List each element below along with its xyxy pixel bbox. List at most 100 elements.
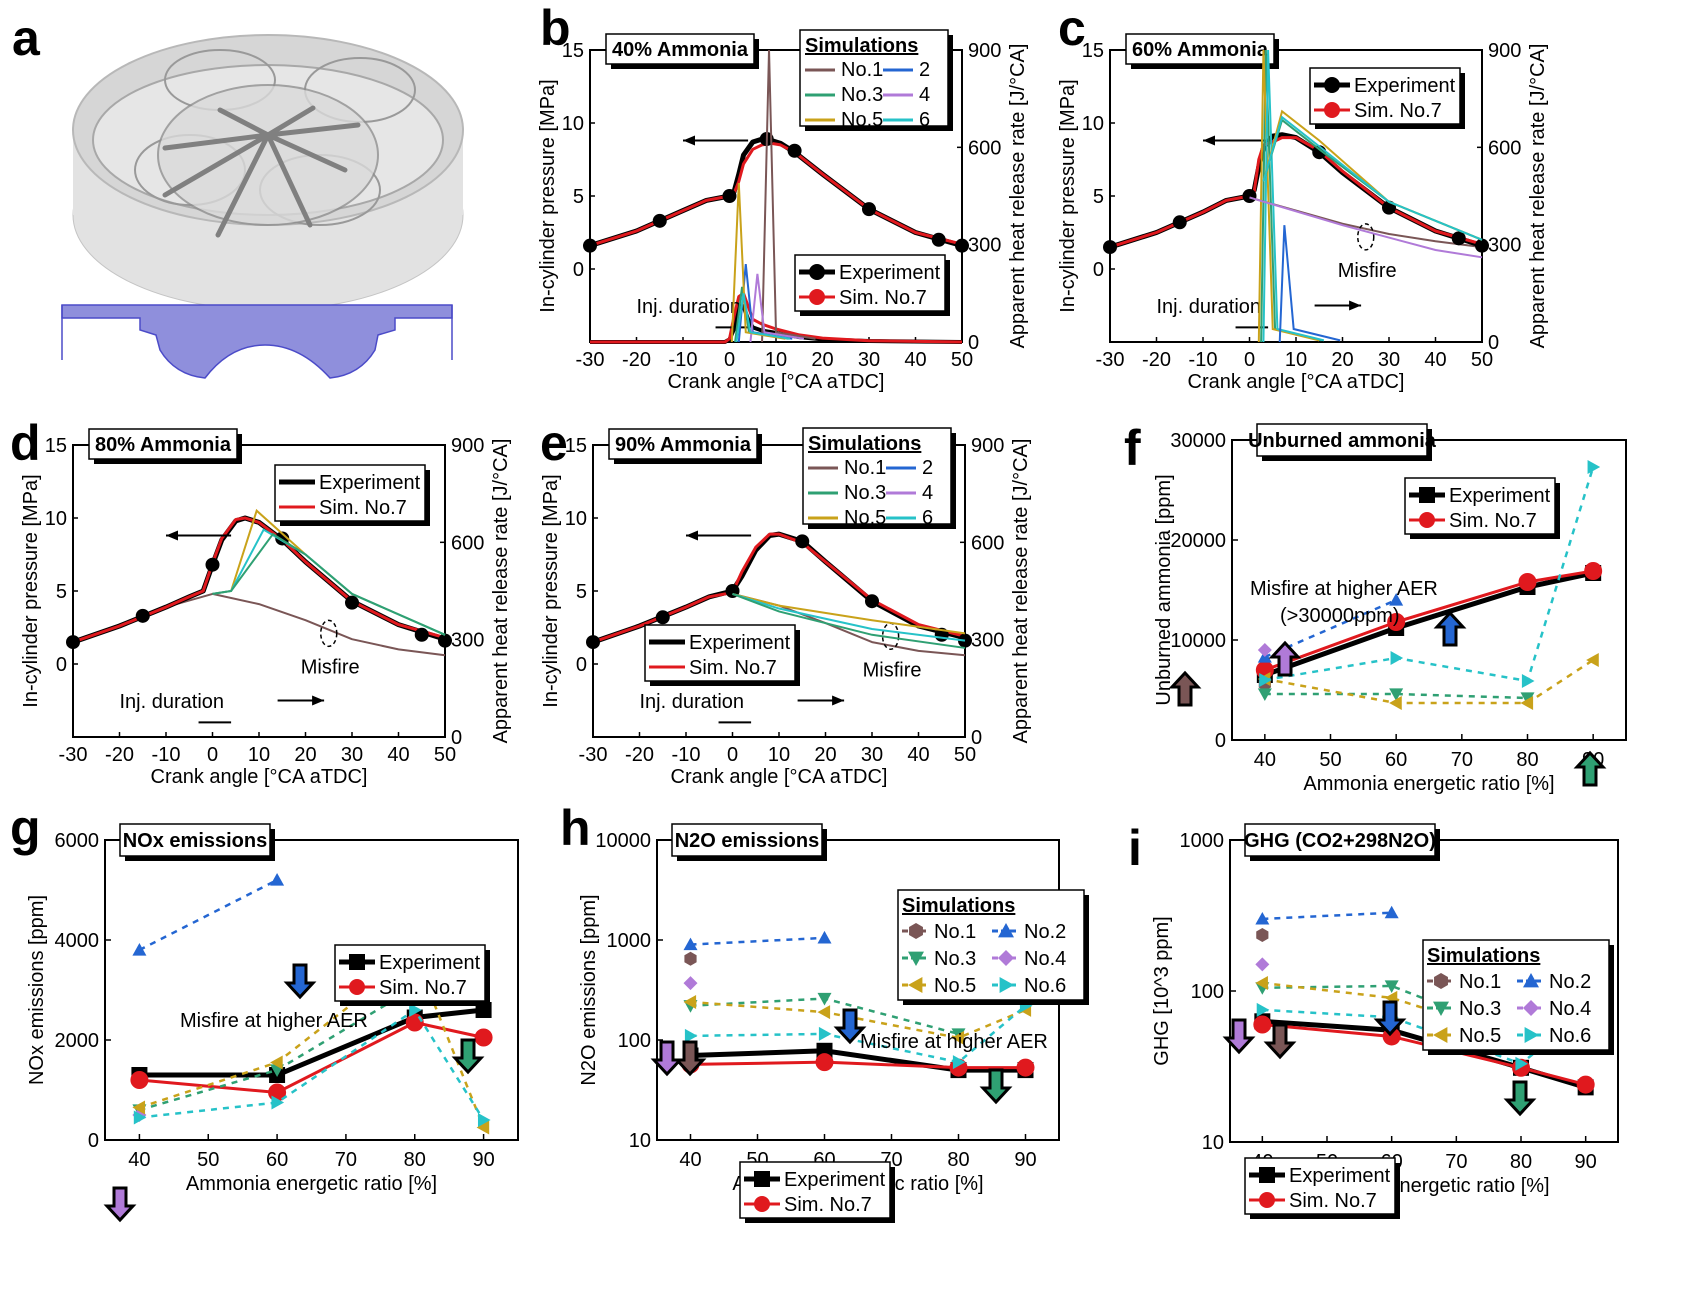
y-axis-label: GHG [10^3 ppm]: [1151, 916, 1173, 1065]
series-line-sim-no-7: [139, 1020, 484, 1095]
y-tick-label: 15: [1082, 40, 1104, 62]
arrow-no2: [1433, 610, 1467, 647]
legend-label-no3: No.3: [1459, 998, 1501, 1020]
data-point-sim-no-7: [474, 1028, 493, 1047]
legend-marker-experiment: [754, 1171, 770, 1187]
title-box: [608, 428, 758, 460]
legend-label-no5: No.5: [934, 975, 976, 997]
data-point-sim-no-7: [1518, 573, 1537, 591]
y-tick-label: 10: [1202, 1132, 1224, 1154]
experiment-marker: [865, 594, 879, 609]
experiment-marker: [1172, 215, 1187, 230]
data-point-no-6: [133, 1110, 147, 1125]
sim-pressure-no3: [732, 592, 966, 649]
legend-label-experiment: Experiment: [689, 632, 791, 654]
data-point-no-6: [271, 1095, 285, 1110]
arrow-no2: [1373, 1000, 1407, 1037]
x-tick-label: 80: [404, 1149, 426, 1171]
y2-tick-label: 0: [1488, 332, 1499, 354]
title-box: [88, 428, 238, 460]
panel-e: e-30 -20 -10 0 10 20 30 40 500510150300600900Cra…: [540, 415, 1032, 788]
sim-hrr-no1: [761, 49, 816, 343]
y-tick-label: 10: [562, 113, 584, 135]
data-point-no-6: [952, 1055, 966, 1070]
legend-label-no5: No.5: [1459, 1025, 1501, 1047]
data-point-no-1: [684, 951, 697, 966]
data-point-no-5: [1586, 653, 1599, 667]
data-point-sim-no-7: [1584, 562, 1603, 580]
sim-pressure-no6: [1262, 115, 1483, 241]
legend-marker-sim7: [349, 979, 365, 995]
data-point-sim-no-7: [1576, 1075, 1595, 1094]
y-tick-label: 2000: [55, 1030, 100, 1052]
y-tick-label: 0: [573, 259, 584, 281]
data-point-no-6: [409, 1003, 422, 1017]
legend-label-sim7: Sim. No.7: [1449, 510, 1537, 532]
data-point-no-3: [1389, 688, 1404, 701]
experiment-marker: [787, 143, 802, 158]
panel-f: f4050607080900100002000030000Ammonia ene…: [1124, 420, 1627, 795]
x-axis-label: Crank angle [°CA aTDC]: [151, 766, 368, 788]
legend-label-no1: No.1: [841, 59, 883, 81]
legend-label-no4: 4: [922, 482, 933, 504]
experiment-marker: [66, 635, 80, 650]
data-point-no-5: [951, 1030, 965, 1045]
legend-marker-sim7: [1324, 102, 1340, 118]
legend-label-experiment: Experiment: [784, 1169, 886, 1191]
x-tick-label: 10: [1285, 349, 1307, 371]
arrow-no3: [1503, 1080, 1537, 1117]
series-line-no-2: [138, 878, 278, 952]
panel-letter-i: i: [1128, 820, 1142, 876]
legend-label-no6: No.6: [1549, 1025, 1591, 1047]
y-tick-label: 6000: [55, 830, 100, 852]
data-point-no-5: [817, 1005, 831, 1020]
legend-label-no4: 4: [919, 84, 930, 106]
y-axis-label: NOx emissions [ppm]: [26, 895, 48, 1085]
y-tick-label: 0: [1215, 730, 1226, 752]
y-tick-label: 10: [45, 508, 67, 530]
data-point-no-6: [1587, 460, 1601, 474]
legend-label-no6: 6: [922, 507, 933, 529]
data-point-sim-no-7: [815, 1053, 834, 1072]
experiment-pressure-line: [589, 136, 963, 249]
y2-axis-label: Apparent heat release rate [J/°CA]: [1007, 44, 1029, 349]
y-tick-label: 5: [56, 581, 67, 603]
y2-tick-label: 0: [451, 727, 462, 749]
x-tick-label: 0: [207, 744, 218, 766]
sim-hrr-no6: [1262, 49, 1325, 343]
exp-legend: [644, 624, 796, 682]
x-tick-label: 40: [1424, 349, 1446, 371]
legend-marker-experiment: [809, 264, 825, 280]
title-box: [1244, 823, 1436, 857]
panel-c: c-30 -20 -10 0 10 20 30 40 500510150300600900Cra…: [1057, 0, 1549, 393]
title-box: [119, 823, 271, 857]
data-point-no-2: [270, 873, 285, 886]
experiment-marker: [862, 202, 876, 217]
x-tick-label: -10: [672, 744, 701, 766]
title-box: [1256, 423, 1428, 457]
y2-tick-label: 600: [968, 137, 1001, 159]
x-tick-label: 20: [811, 349, 833, 371]
sim7-pressure-line: [589, 141, 963, 248]
y-tick-label: 15: [45, 435, 67, 457]
data-point-no-5: [132, 1100, 146, 1115]
y2-tick-label: 300: [968, 235, 1001, 257]
data-point-no-5: [1389, 696, 1402, 710]
legend-marker-no1: [909, 923, 923, 939]
legend-label-sim7: Sim. No.7: [784, 1194, 872, 1216]
experiment-marker: [345, 595, 359, 610]
y2-tick-label: 600: [1488, 137, 1521, 159]
inj-duration-label: Inj. duration: [1157, 296, 1262, 318]
panel-letter-f: f: [1124, 420, 1141, 476]
legend-label-no1: No.1: [844, 457, 886, 479]
data-point-no-2: [817, 930, 832, 944]
pressure-axis-arrow-head: [1203, 135, 1215, 146]
legend-marker-experiment: [349, 954, 365, 970]
series-line-no-6: [139, 1008, 485, 1121]
legend-marker-no1: [1434, 973, 1448, 989]
y-tick-label: 100: [618, 1030, 651, 1052]
y-tick-label: 0: [88, 1130, 99, 1152]
legend-label-no1: No.1: [934, 921, 976, 943]
experiment-marker: [586, 635, 600, 650]
x-tick-label: 40: [128, 1149, 150, 1171]
